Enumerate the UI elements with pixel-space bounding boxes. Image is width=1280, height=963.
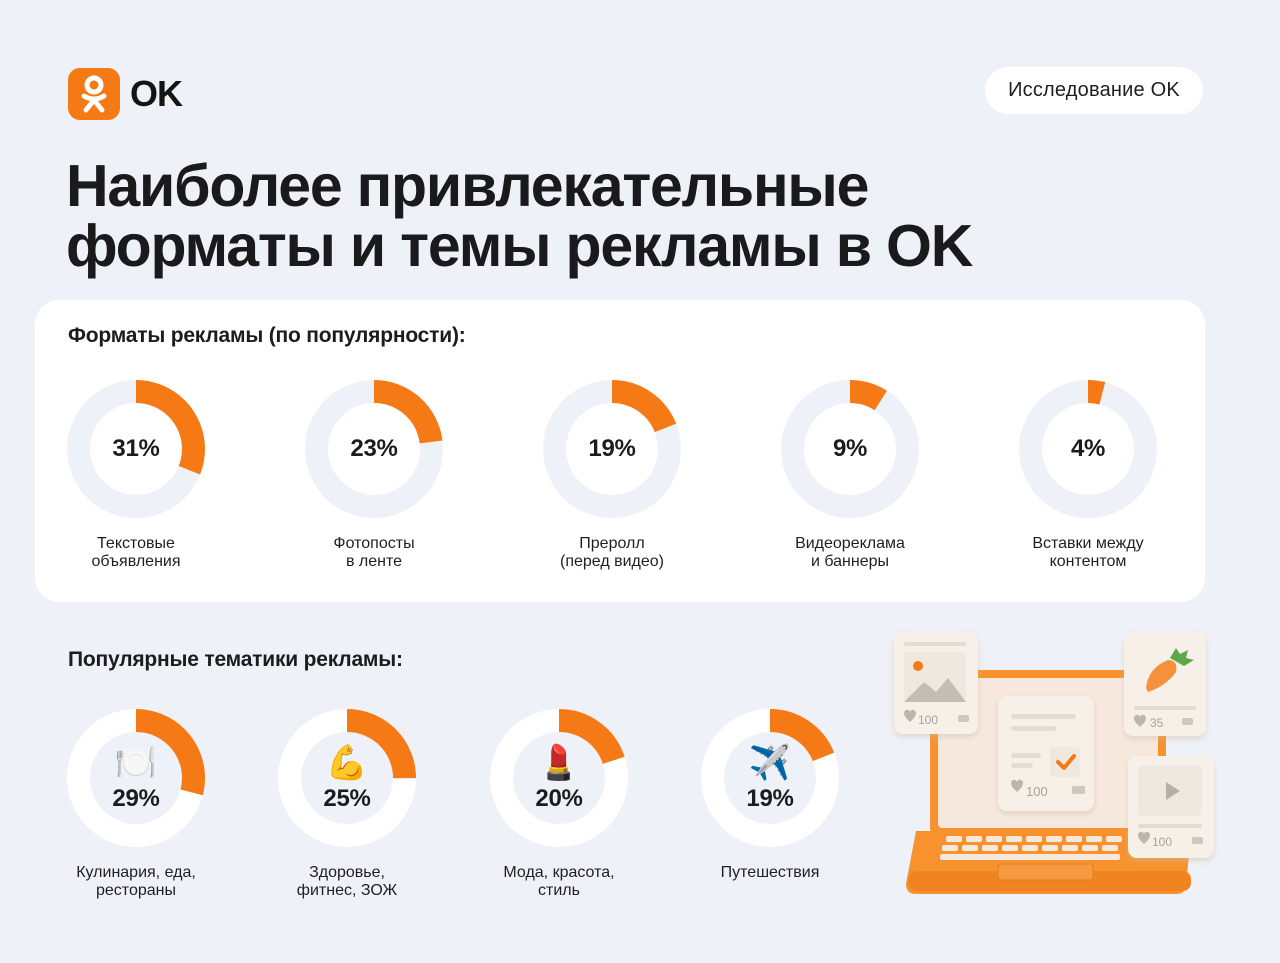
page-title-line2: форматы и темы рекламы в OK <box>66 213 973 279</box>
svg-text:100: 100 <box>1026 784 1048 799</box>
flexed-biceps-icon: 💪 <box>325 744 369 782</box>
topic-label: Здоровье, фитнес, ЗОЖ <box>296 864 398 899</box>
topic-donut-item: 🍽️ 29% Кулинария, еда, рестораны <box>36 709 236 900</box>
donut-segment <box>67 709 205 847</box>
format-label: Текстовые объявления <box>91 535 181 570</box>
svg-text:100: 100 <box>918 713 938 727</box>
donut-center: ✈️ 19% <box>701 709 839 847</box>
donut-segment <box>67 380 205 518</box>
donut-chart: 💄 20% <box>490 709 628 847</box>
percent-value: 19% <box>746 785 794 812</box>
donut-center: 🍽️ 29% <box>67 709 205 847</box>
ok-logo: OK <box>68 68 183 120</box>
formats-card <box>35 300 1205 602</box>
laptop-illustration: 100 100 35 100 <box>886 626 1226 901</box>
topic-donut-item: 💪 25% Здоровье, фитнес, ЗОЖ <box>247 709 447 900</box>
donut-ring <box>278 709 416 847</box>
percent-value: 9% <box>832 435 868 462</box>
percent-value: 31% <box>112 435 160 462</box>
donut-center: 9% <box>781 380 919 518</box>
format-donut-item: 4% Вставки между контентом <box>988 380 1188 571</box>
donut-center: 💄 20% <box>490 709 628 847</box>
ok-logo-icon <box>68 68 120 120</box>
donut-segment <box>305 380 443 518</box>
donut-center: 💪 25% <box>278 709 416 847</box>
donut-segment <box>543 380 681 518</box>
topic-donut-item: ✈️ 19% Путешествия <box>670 709 870 882</box>
format-label: Видеореклама и баннеры <box>795 535 905 570</box>
donut-chart: 19% <box>543 380 681 518</box>
donut-center: 31% <box>67 380 205 518</box>
formats-heading: Форматы рекламы (по популярности): <box>68 324 466 347</box>
topic-label: Мода, красота, стиль <box>503 864 615 899</box>
donut-chart: ✈️ 19% <box>701 709 839 847</box>
percent-value: 4% <box>1070 435 1106 462</box>
donut-ring <box>490 709 628 847</box>
lipstick-icon: 💄 <box>537 744 581 782</box>
topics-heading: Популярные тематики рекламы: <box>68 648 403 671</box>
percent-value: 25% <box>323 785 371 812</box>
donut-ring <box>67 709 205 847</box>
donut-center: 4% <box>1019 380 1157 518</box>
donut-ring <box>781 380 919 518</box>
format-donut-item: 9% Видеореклама и баннеры <box>750 380 950 571</box>
format-label: Преролл (перед видео) <box>559 535 664 570</box>
donut-chart: 🍽️ 29% <box>67 709 205 847</box>
donut-segment <box>278 709 416 847</box>
page-title: Наиболее привлекательные форматы и темы … <box>66 156 1066 276</box>
research-badge: Исследование OK <box>985 67 1203 114</box>
donut-chart: 31% <box>67 380 205 518</box>
percent-value: 20% <box>535 785 583 812</box>
donut-segment <box>701 709 839 847</box>
percent-value: 23% <box>350 435 398 462</box>
percent-value: 29% <box>112 785 160 812</box>
format-donut-item: 19% Преролл (перед видео) <box>512 380 712 571</box>
donut-segment <box>781 380 919 518</box>
topic-donut-item: 💄 20% Мода, красота, стиль <box>459 709 659 900</box>
donut-chart: 💪 25% <box>278 709 416 847</box>
svg-text:100: 100 <box>1152 835 1172 849</box>
airplane-icon: ✈️ <box>748 744 792 782</box>
format-label: Фотопосты в ленте <box>333 535 415 570</box>
donut-segment <box>490 709 628 847</box>
svg-text:35: 35 <box>1150 716 1164 730</box>
donut-ring <box>701 709 839 847</box>
donut-ring <box>1019 380 1157 518</box>
donut-chart: 4% <box>1019 380 1157 518</box>
donut-ring <box>67 380 205 518</box>
donut-segment <box>1019 380 1157 518</box>
format-donut-item: 31% Текстовые объявления <box>36 380 236 571</box>
ok-logo-text: OK <box>130 73 183 114</box>
donut-chart: 9% <box>781 380 919 518</box>
donut-center: 23% <box>305 380 443 518</box>
topic-label: Путешествия <box>720 864 820 881</box>
format-label: Вставки между контентом <box>1032 535 1144 570</box>
format-donut-item: 23% Фотопосты в ленте <box>274 380 474 571</box>
page-title-line1: Наиболее привлекательные <box>66 153 869 219</box>
plate-cutlery-icon: 🍽️ <box>114 744 158 782</box>
donut-chart: 23% <box>305 380 443 518</box>
topic-label: Кулинария, еда, рестораны <box>76 864 196 899</box>
percent-value: 19% <box>588 435 636 462</box>
donut-center: 19% <box>543 380 681 518</box>
donut-ring <box>305 380 443 518</box>
donut-ring <box>543 380 681 518</box>
